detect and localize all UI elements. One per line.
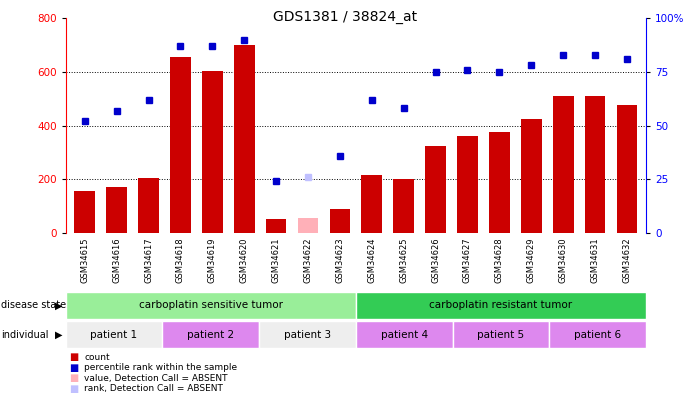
Text: rank, Detection Call = ABSENT: rank, Detection Call = ABSENT	[84, 384, 223, 393]
Text: GSM34619: GSM34619	[208, 237, 217, 283]
Bar	[330, 209, 350, 233]
Text: GSM34627: GSM34627	[463, 237, 472, 283]
Text: GSM34621: GSM34621	[272, 237, 281, 283]
Text: GSM34618: GSM34618	[176, 237, 185, 283]
Text: carboplatin resistant tumor: carboplatin resistant tumor	[429, 301, 573, 310]
Bar	[361, 175, 382, 233]
Text: ■: ■	[69, 352, 78, 362]
Bar	[298, 218, 319, 233]
Text: GSM34630: GSM34630	[558, 237, 568, 283]
Text: GSM34623: GSM34623	[335, 237, 344, 283]
Text: ■: ■	[69, 384, 78, 394]
Bar	[106, 187, 127, 233]
Text: patient 3: patient 3	[284, 330, 331, 339]
Text: GSM34624: GSM34624	[368, 237, 377, 283]
Text: patient 4: patient 4	[381, 330, 428, 339]
Bar	[75, 191, 95, 233]
Text: GSM34626: GSM34626	[431, 237, 440, 283]
Bar	[259, 321, 356, 348]
Bar	[356, 292, 646, 319]
Text: GSM34622: GSM34622	[303, 237, 312, 283]
Text: GSM34629: GSM34629	[527, 237, 536, 283]
Text: count: count	[84, 353, 110, 362]
Text: GSM34616: GSM34616	[112, 237, 121, 283]
Bar	[453, 321, 549, 348]
Bar	[202, 70, 223, 233]
Bar	[616, 105, 637, 233]
Text: ■: ■	[69, 373, 78, 383]
Bar	[425, 146, 446, 233]
Text: patient 6: patient 6	[574, 330, 621, 339]
Bar	[489, 132, 510, 233]
Bar	[356, 321, 453, 348]
Bar	[266, 220, 287, 233]
Text: patient 2: patient 2	[187, 330, 234, 339]
Text: GSM34628: GSM34628	[495, 237, 504, 283]
Bar	[66, 321, 162, 348]
Text: carboplatin sensitive tumor: carboplatin sensitive tumor	[139, 301, 283, 310]
Bar	[553, 96, 574, 233]
Text: value, Detection Call = ABSENT: value, Detection Call = ABSENT	[84, 374, 228, 383]
Text: GDS1381 / 38824_at: GDS1381 / 38824_at	[274, 10, 417, 24]
Bar	[521, 119, 542, 233]
Bar	[585, 96, 605, 233]
Bar	[138, 178, 159, 233]
Bar	[549, 321, 646, 348]
Bar	[393, 179, 414, 233]
Text: GSM34617: GSM34617	[144, 237, 153, 283]
Text: GSM34625: GSM34625	[399, 237, 408, 283]
Text: GSM34615: GSM34615	[80, 237, 89, 283]
Text: individual: individual	[1, 330, 49, 339]
Bar	[162, 321, 259, 348]
Text: GSM34631: GSM34631	[591, 237, 600, 283]
Bar	[457, 136, 478, 233]
Text: ■: ■	[69, 363, 78, 373]
Text: GSM34620: GSM34620	[240, 237, 249, 283]
Bar	[66, 292, 356, 319]
Text: patient 5: patient 5	[477, 330, 524, 339]
Text: patient 1: patient 1	[91, 330, 138, 339]
Text: percentile rank within the sample: percentile rank within the sample	[84, 363, 238, 372]
Bar	[170, 57, 191, 233]
Text: disease state: disease state	[1, 301, 66, 310]
Bar	[234, 45, 254, 233]
Text: ▶: ▶	[55, 330, 62, 339]
Text: GSM34632: GSM34632	[623, 237, 632, 283]
Text: ▶: ▶	[55, 301, 62, 310]
